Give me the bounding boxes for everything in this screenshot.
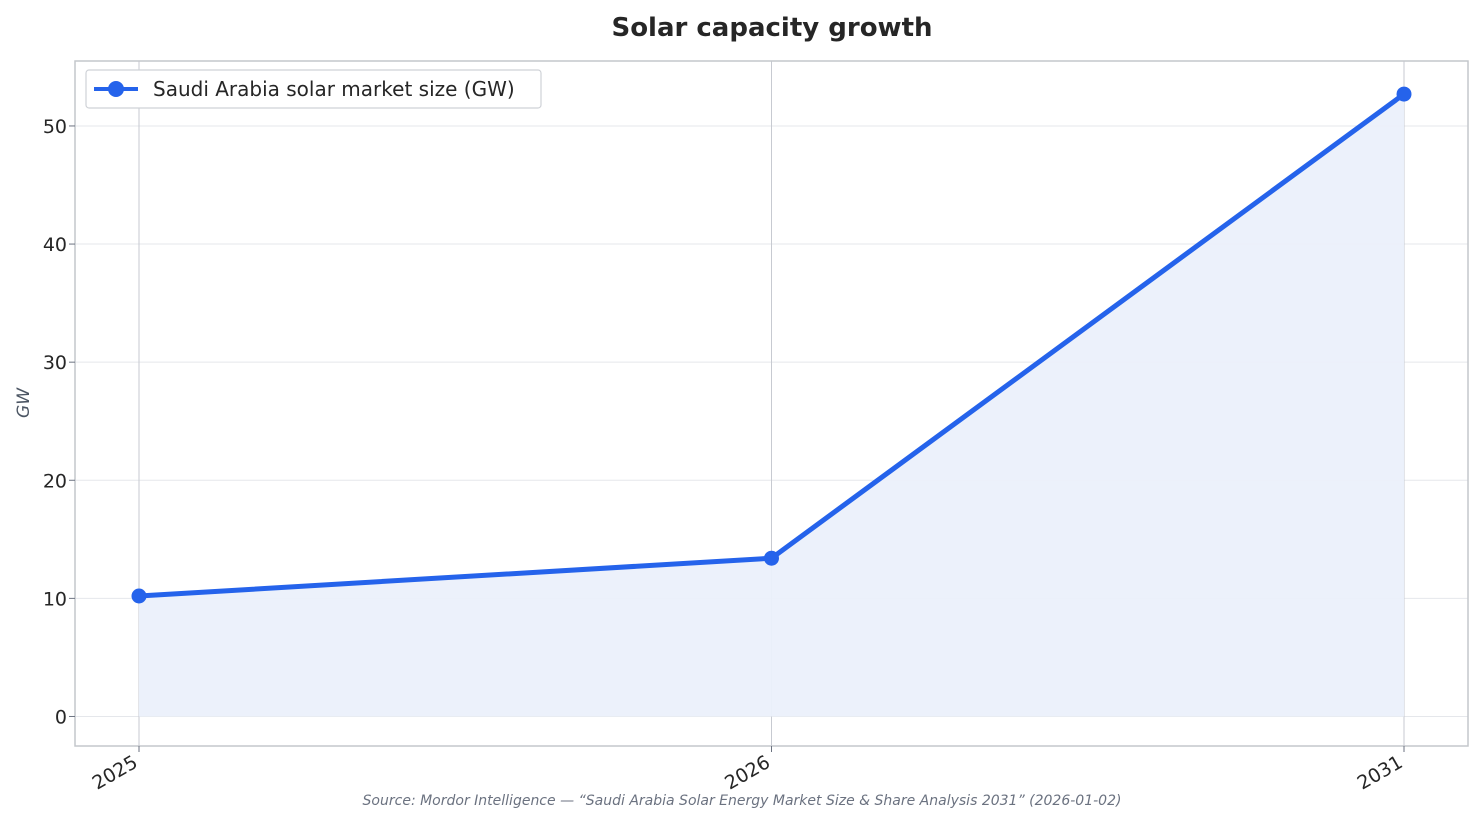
x-tick-label: 2031	[1354, 751, 1407, 794]
source-note: Source: Mordor Intelligence — “Saudi Ara…	[363, 793, 1122, 809]
y-tick-label: 30	[43, 352, 67, 374]
y-tick-label: 50	[43, 116, 67, 138]
plot-area	[74, 60, 1469, 747]
y-tick-label: 10	[43, 588, 67, 610]
x-tick-label: 2026	[721, 751, 774, 794]
series-points	[131, 86, 1412, 604]
y-tick-label: 20	[43, 470, 67, 492]
y-tick-label: 0	[55, 706, 67, 728]
legend: Saudi Arabia solar market size (GW)	[85, 69, 542, 109]
x-tick-label: 2025	[89, 751, 142, 794]
legend-label: Saudi Arabia solar market size (GW)	[153, 77, 515, 101]
data-point	[1396, 86, 1412, 102]
legend-marker	[108, 81, 124, 97]
y-tick-label: 40	[43, 234, 67, 256]
series-area	[139, 94, 1404, 717]
data-point	[131, 588, 147, 604]
chart-title: Solar capacity growth	[611, 13, 932, 43]
area-fill	[139, 94, 1404, 717]
x-axis-ticks: 2025 2026 2031	[89, 746, 1407, 795]
y-axis-ticks: 0 10 20 30 40 50	[43, 116, 75, 728]
data-point	[764, 550, 779, 566]
legend-box	[85, 69, 542, 109]
y-axis-label: GW	[14, 387, 34, 418]
